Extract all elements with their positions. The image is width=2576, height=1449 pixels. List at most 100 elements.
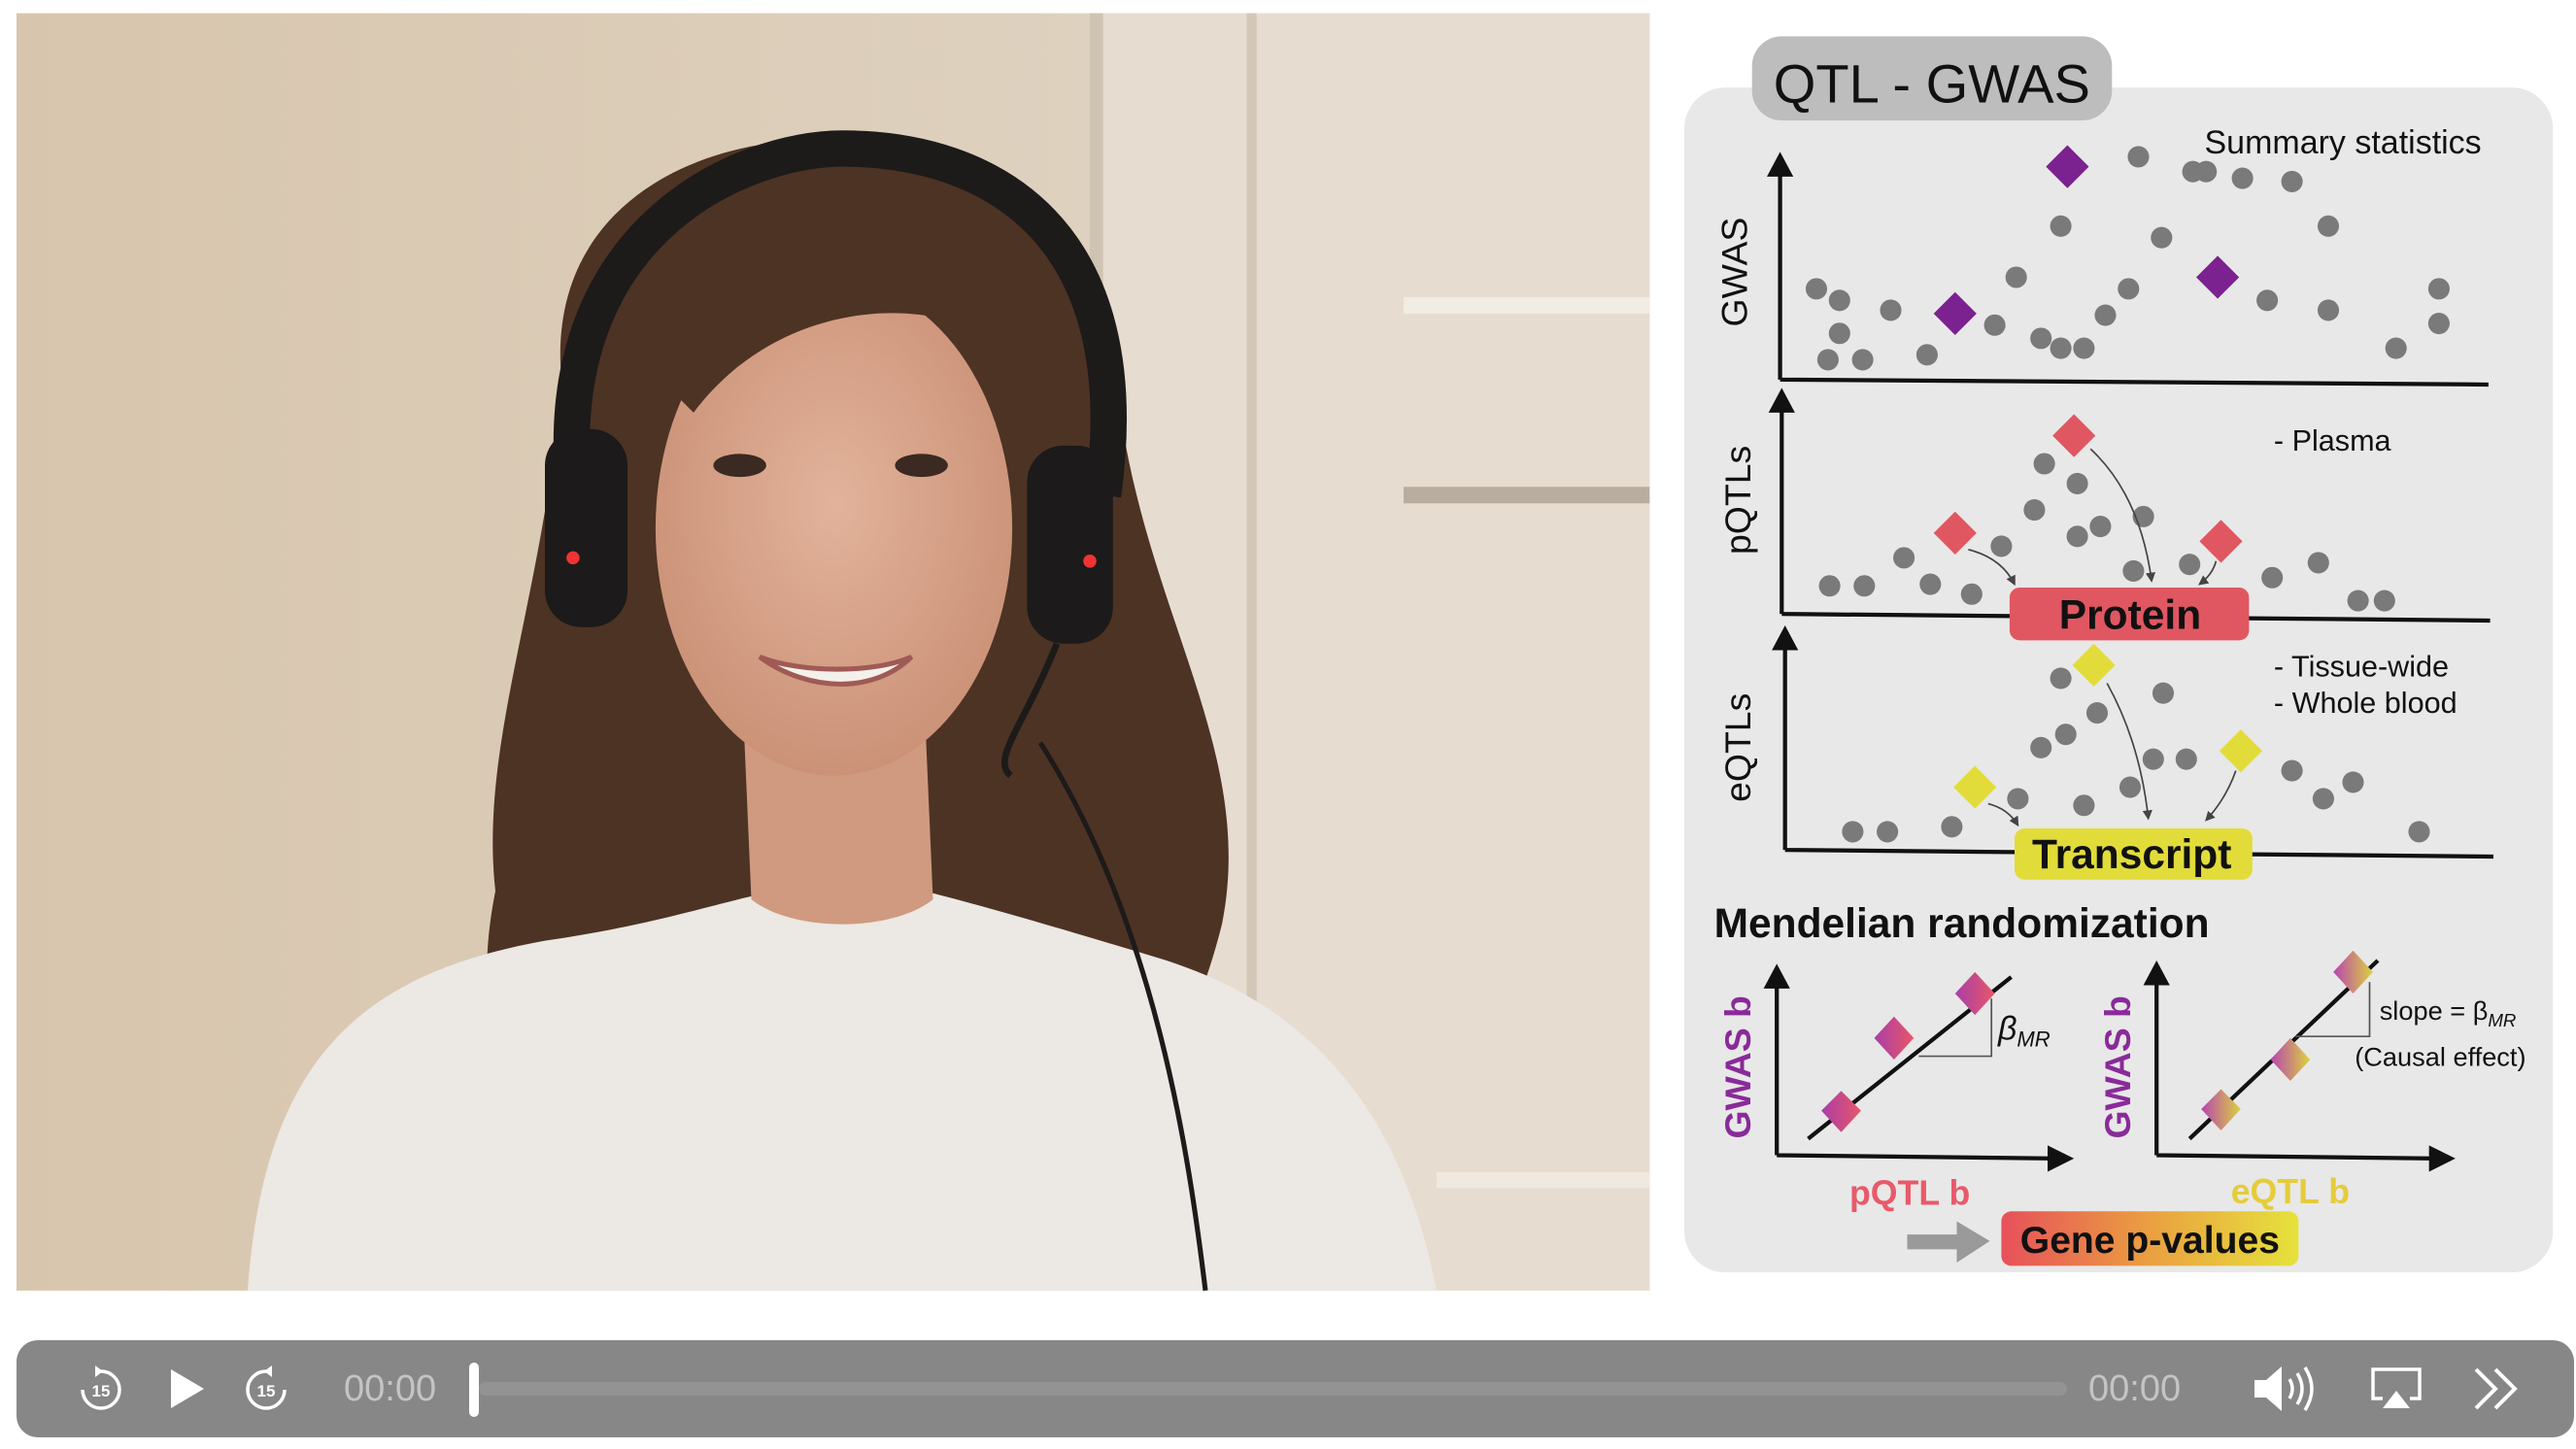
title-pill [1751,36,2113,121]
scatter-dot [2023,499,2046,522]
scatter-dot [2007,788,2029,810]
scatter-dot [2317,299,2340,321]
protein-label: Protein [2059,592,2201,638]
scatter-dot [2030,327,2052,350]
lead-variant-diamond [2072,643,2116,687]
player-controls: 15 15 00:00 00:00 [17,1340,2574,1437]
mr-right-x-label: eQTL b [2231,1172,2350,1211]
sweater [248,891,1437,1291]
scatter-dot [1880,299,1902,321]
scatter-dot [2175,748,2197,770]
pqtl-axis-label: pQTLs [1717,446,1758,555]
lead-variant-diamond [2052,414,2096,457]
scatter-dot [2281,759,2303,782]
scatter-dot [2122,559,2145,583]
forward-15-icon: 15 [246,1365,287,1410]
scatter-dot [2179,554,2201,576]
scatter-dot [1842,821,1864,843]
volume-icon [2254,1366,2314,1411]
rewind-15-icon: 15 [81,1365,121,1410]
scatter-dot [2342,771,2364,793]
scatter-dot [2151,226,2173,249]
scatter-dot [2152,682,2175,704]
scatter-dot [2085,702,2109,724]
blood-note: - Whole blood [2274,687,2457,720]
lead-variant-diamond [1933,511,1977,555]
airplay-button[interactable] [2362,1340,2430,1437]
scatter-dot [1990,535,2013,557]
lead-variant-diamond [2046,145,2089,188]
scatter-dot [2256,289,2279,312]
scatter-dot [1960,583,1983,605]
scatter-dot [1853,575,1876,597]
scatter-dot [1805,278,1828,300]
progress-track[interactable] [479,1382,2067,1396]
headphones [553,130,1127,498]
scatter-dot [2050,667,2072,690]
connector-arrows [1968,448,2237,827]
scatter-dot [2050,337,2072,359]
scatter-dot [2427,278,2450,300]
airplay-icon [2371,1367,2422,1408]
svg-text:15: 15 [92,1382,111,1400]
scatter-dot [2307,552,2329,574]
lead-variant-diamond [2196,255,2240,299]
rewind-15-button[interactable]: 15 [67,1340,135,1437]
forward-15-button[interactable]: 15 [232,1340,300,1437]
scatter-dot [2408,821,2430,843]
scatter-dot [2118,776,2142,798]
play-icon [171,1369,204,1408]
gwas-axis-label: GWAS [1714,218,1755,327]
mr-diamond [2201,1089,2241,1131]
scatter-dot [1941,816,1963,838]
scatter-dot [1818,575,1841,597]
lead-variant-diamond [1933,291,1977,335]
scatter-dot [2050,215,2072,237]
scatter-dot [1828,289,1850,312]
scatter-dot [2089,516,2112,538]
current-time: 00:00 [344,1368,437,1409]
transcript-label: Transcript [2032,832,2231,878]
scatter-dot [1828,322,1850,345]
slide-diagram: QTL - GWAS Summary statistics GWAS pQTLs… [1684,36,2554,1273]
scatter-dot [2033,453,2055,475]
lead-variant-diamond [2199,520,2243,563]
transcript-box [2015,828,2253,880]
mr-title: Mendelian randomization [1714,901,2210,947]
scatter-dot [2261,566,2284,589]
mr-left-y-label: GWAS b [1717,995,1758,1138]
scatter-dot [2195,160,2218,183]
scatter-dot [2118,278,2140,300]
slope-label: slope = βMR [2380,995,2517,1030]
scatter-dot [1983,314,2006,336]
scatter-dot [2142,748,2164,770]
arrow-right-icon [1907,1221,1990,1263]
lead-variant-diamond [2219,729,2262,773]
volume-button[interactable] [2251,1340,2328,1437]
scatter-dot [2427,313,2450,335]
scatter-dot [1877,821,1899,843]
scatter-dot [2030,736,2052,758]
play-button[interactable] [153,1340,220,1437]
more-button[interactable] [2462,1340,2530,1437]
scatter-dot [1919,573,1942,595]
progress-thumb[interactable] [469,1363,479,1417]
mr-diamond [1821,1091,1861,1132]
scatter-dot [2317,215,2340,237]
svg-text:15: 15 [257,1382,276,1400]
scatter-dot [2347,590,2369,612]
summary-label: Summary statistics [2205,124,2482,161]
chevrons-right-icon [2474,1367,2518,1410]
causal-label: (Causal effect) [2355,1042,2525,1072]
scatter-dot [2094,304,2117,326]
scatter-dot [2385,337,2407,359]
mr-diamond [2333,950,2373,994]
scatter-dot [2373,590,2395,612]
beta-mr-left: βMR [1997,1011,2051,1052]
tissue-note: - Tissue-wide [2274,651,2449,684]
scatter-dot [1816,349,1839,371]
scatter-dot [2005,266,2027,288]
video-frame[interactable] [17,13,1650,1292]
scatter-dot [2281,170,2303,192]
scatter-dot [2231,167,2254,189]
